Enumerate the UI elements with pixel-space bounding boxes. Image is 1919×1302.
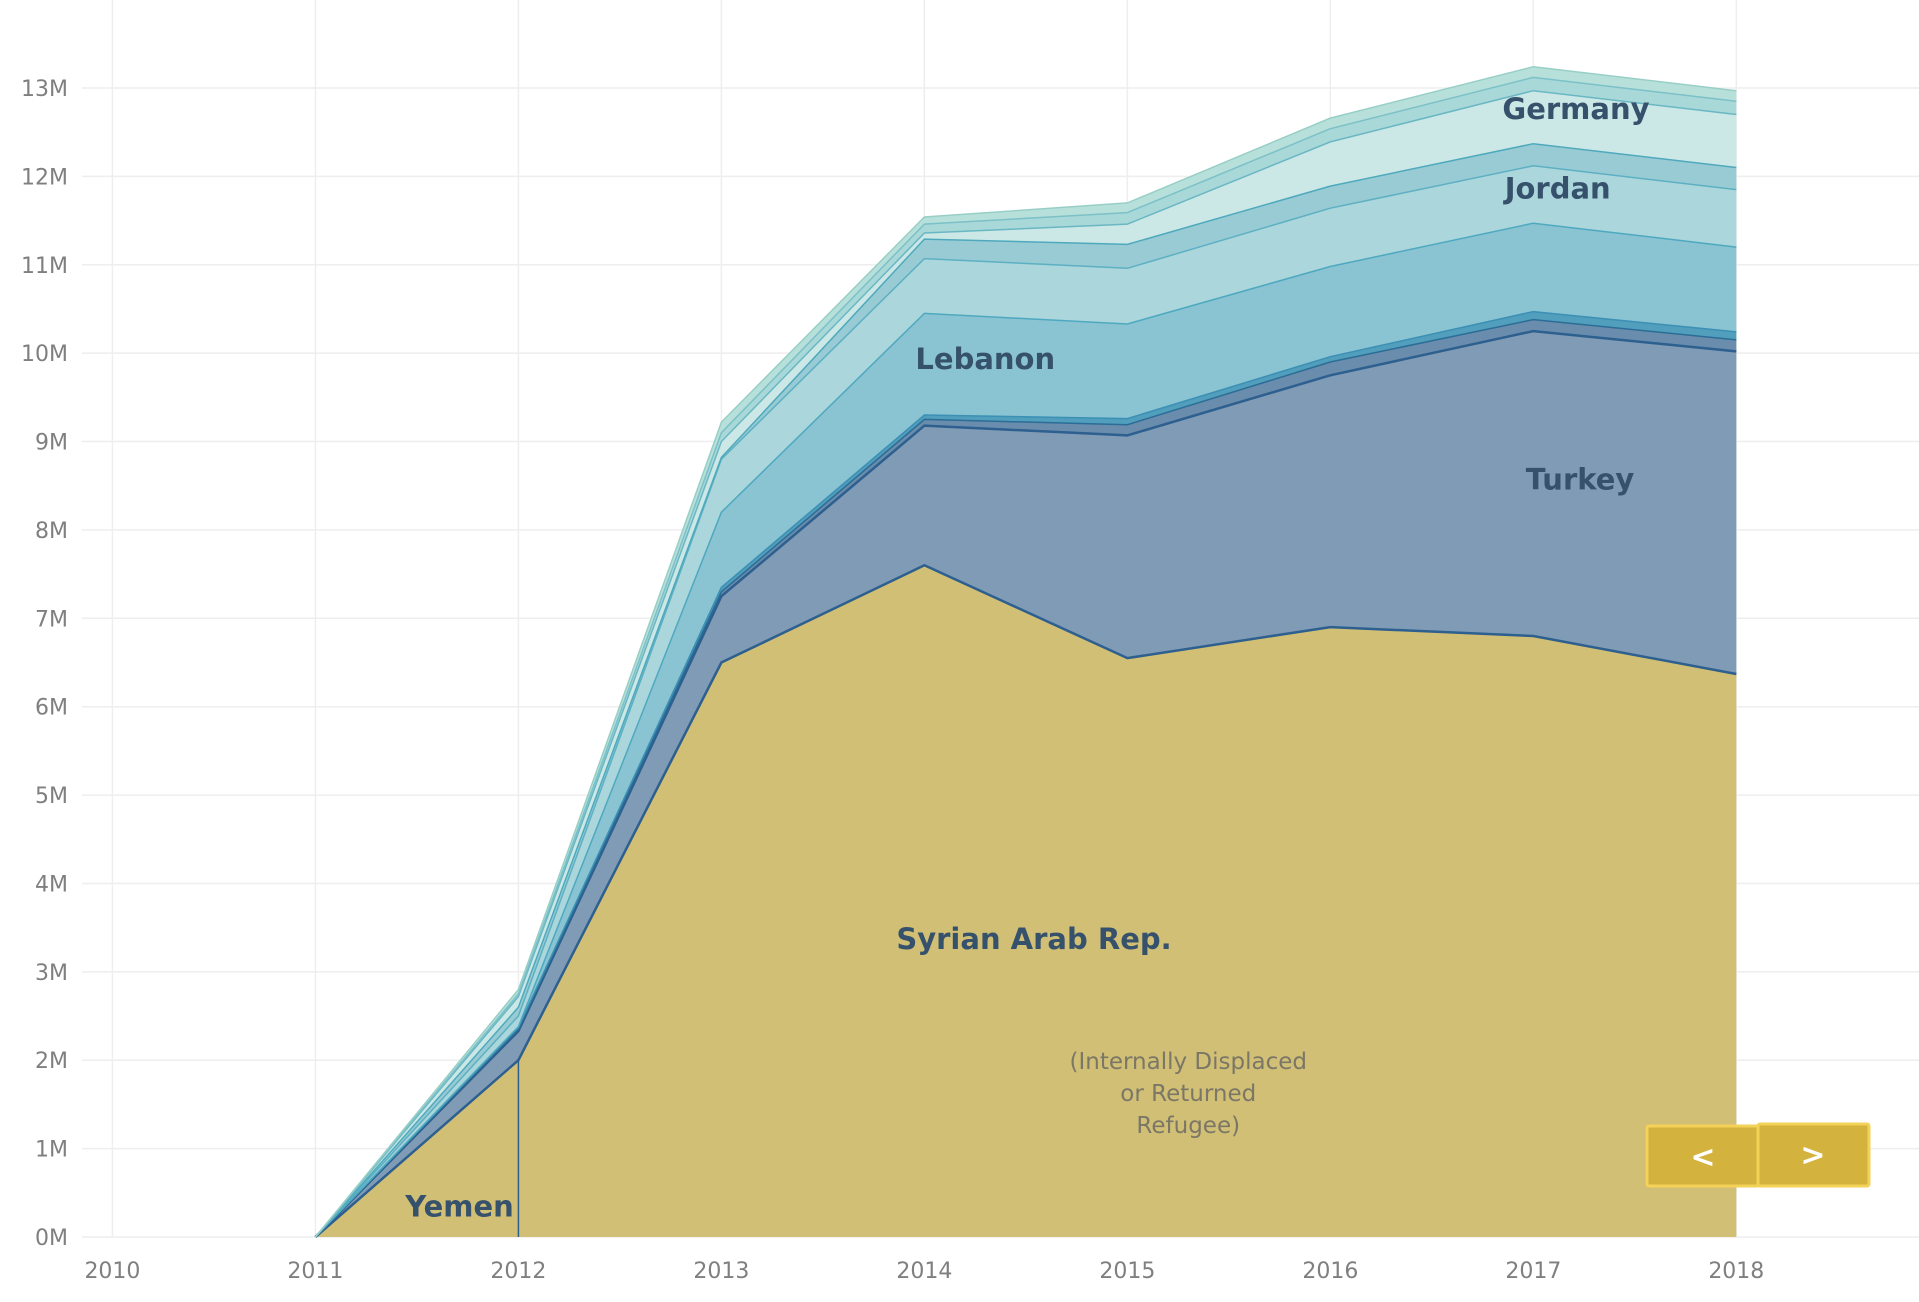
y-tick-label: 11M [21,254,68,279]
area-label: Germany [1502,92,1649,126]
y-axis: 0M 1M 2M 3M 4M 5M 6M 7M 8M 9M 10M 11M 12M 13M [21,77,68,1251]
y-tick-label: 10M [21,342,68,367]
series-areas [315,66,1737,1238]
lebanon-edge [314,222,1737,1238]
next-button[interactable]: > [1756,1122,1871,1188]
y-tick-label: 0M [35,1226,68,1251]
area-label: Yemen [404,1190,514,1224]
area-label: Lebanon [915,342,1055,376]
y-tick-label: 1M [35,1138,68,1163]
series-edges [314,66,1737,1238]
y-tick-label: 2M [35,1049,68,1074]
y-tick-label: 12M [21,165,68,190]
jordan-edge [314,165,1737,1238]
annotation-line: Refugee) [1136,1113,1240,1139]
x-tick-label: 2010 [84,1259,140,1284]
series-6-edge [314,142,1737,1238]
syrian-arab-rep-area [315,565,1737,1237]
y-tick-label: 7M [35,607,68,632]
x-axis: 2010 2011 2012 2013 2014 2015 2016 2017 2018 [84,1259,1764,1284]
area-label: Syrian Arab Rep. [896,922,1171,956]
y-tick-label: 13M [21,77,68,102]
y-tick-label: 9M [35,431,68,456]
area-label: Turkey [1526,462,1635,496]
annotation: (Internally Displaced or Returned Refugee) [1070,1049,1308,1139]
yemen-edge [314,329,1737,1238]
series-8-edge [314,76,1737,1238]
x-tick-label: 2017 [1505,1259,1561,1284]
x-tick-label: 2016 [1302,1259,1358,1284]
syrian-arab-rep-edge [314,563,1737,1238]
prev-button[interactable]: < [1645,1124,1761,1188]
nav-buttons: < > [1645,1122,1871,1188]
next-button-label: > [1800,1138,1825,1173]
y-tick-label: 5M [35,784,68,809]
series-9-edge [314,66,1737,1238]
y-tick-label: 6M [35,696,68,721]
y-tick-label: 3M [35,961,68,986]
x-tick-label: 2015 [1099,1259,1155,1284]
prev-button-label: < [1690,1140,1715,1175]
series-3-edge [314,310,1737,1238]
annotation-line: (Internally Displaced [1070,1049,1308,1075]
area-label: Jordan [1503,171,1611,205]
series-2-edge [314,318,1737,1238]
y-tick-label: 8M [35,519,68,544]
x-tick-label: 2018 [1708,1259,1764,1284]
x-tick-label: 2013 [693,1259,749,1284]
yemen-area [315,331,1737,1238]
area-labels: Syrian Arab Rep. Yemen Turkey Lebanon Jordan… [404,92,1649,1224]
x-tick-label: 2014 [896,1259,952,1284]
x-tick-label: 2011 [287,1259,343,1284]
x-tick-label: 2012 [490,1259,546,1284]
annotation-line: or Returned [1120,1081,1256,1107]
germany-edge [314,89,1737,1238]
y-tick-label: 4M [35,872,68,897]
